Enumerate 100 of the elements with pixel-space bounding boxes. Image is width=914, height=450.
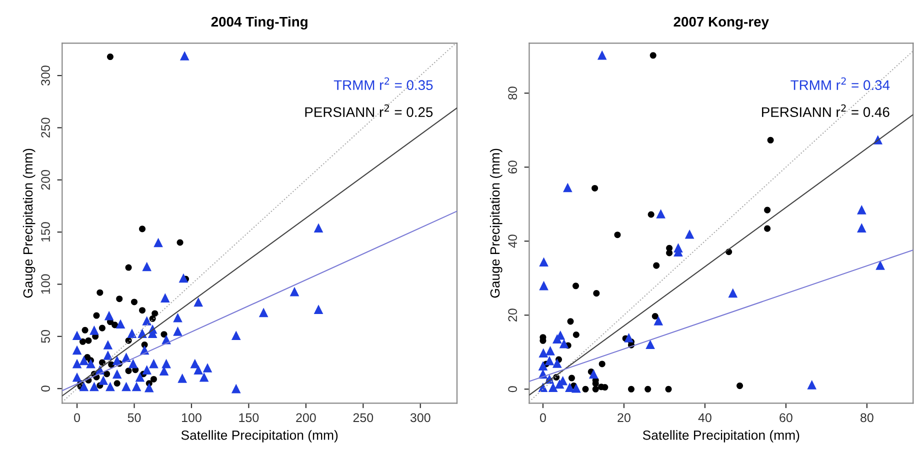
y-tick-label: 250 [41,118,50,138]
point [160,293,170,302]
y-tick-label: 20 [508,308,518,322]
point [231,330,241,340]
point [90,382,99,392]
point [128,358,138,368]
point [538,361,548,370]
point [96,289,104,296]
point [314,304,324,314]
y-tick-label: 80 [508,86,518,100]
point [588,369,598,379]
x-tick-label: 150 [239,413,259,422]
point [598,360,606,368]
point [104,310,114,320]
point [106,54,114,60]
point [180,51,190,60]
point [149,358,158,368]
point [764,225,771,232]
point [116,319,126,329]
point [559,338,569,348]
point [194,365,204,374]
point [202,363,212,372]
point [539,280,548,290]
y-tick-label: 200 [41,170,50,190]
point [548,382,558,392]
point [665,386,672,392]
y-tick-label: 0 [508,386,518,392]
point [231,384,241,394]
chart-title: 2004 Ting-Ting [211,16,308,30]
y-tick-label: 60 [508,160,518,174]
point [736,382,744,390]
point [125,368,132,374]
point [572,331,580,338]
point [546,346,555,356]
point [98,324,106,332]
x-axis-title: Satellite Precipitation (mm) [181,430,338,442]
point [98,359,106,366]
point [876,260,885,270]
point [114,380,120,387]
point [122,382,131,392]
point [103,350,113,360]
point [112,322,118,328]
point [857,223,866,232]
annotation: PERSIANN r$^{2}$ = 0.25 [305,104,433,118]
point [79,338,86,345]
point [807,380,817,390]
point [82,326,88,334]
point [624,333,634,342]
point [572,383,581,393]
point [72,330,82,340]
point [544,356,554,366]
point [654,316,664,326]
x-tick-label: 250 [353,413,374,422]
y-tick-label: 100 [41,274,50,294]
point [116,296,123,302]
point [552,334,562,344]
point [857,205,866,214]
y-tick-label: 40 [508,234,518,248]
point [139,307,146,314]
point [72,358,82,368]
point [602,384,608,391]
point [150,376,157,382]
point [178,374,187,383]
x-tick-label: 80 [860,413,874,422]
x-tick-label: 300 [410,413,430,422]
point [79,356,89,366]
y-tick-label: 50 [41,330,50,343]
x-tick-label: 50 [128,413,141,422]
point [152,310,158,317]
x-tick-label: 20 [618,413,630,422]
point [572,282,580,290]
point [173,312,182,322]
point [144,382,154,392]
point [563,182,572,192]
point [149,315,156,322]
point [565,382,574,392]
point [190,358,200,368]
point [139,226,146,232]
point [160,331,168,338]
point [194,297,204,307]
point [258,308,268,318]
point [628,386,635,392]
point [104,370,110,378]
point [593,290,600,297]
point [142,365,152,374]
y-tick-label: 300 [41,66,50,86]
x-axis-title: Satellite Precipitation (mm) [642,430,800,442]
point [538,348,548,358]
point [130,298,138,306]
y-tick-label: 0 [41,386,50,392]
point [142,262,152,272]
x-tick-label: 200 [296,413,316,422]
point [178,273,188,283]
point [154,238,163,248]
point [684,229,694,239]
point [648,211,654,218]
chart-title: 2007 Kong-rey [674,16,769,30]
point [764,206,771,214]
point [582,386,589,392]
y-axis-title: Gauge Precipitation (mm) [490,148,502,298]
